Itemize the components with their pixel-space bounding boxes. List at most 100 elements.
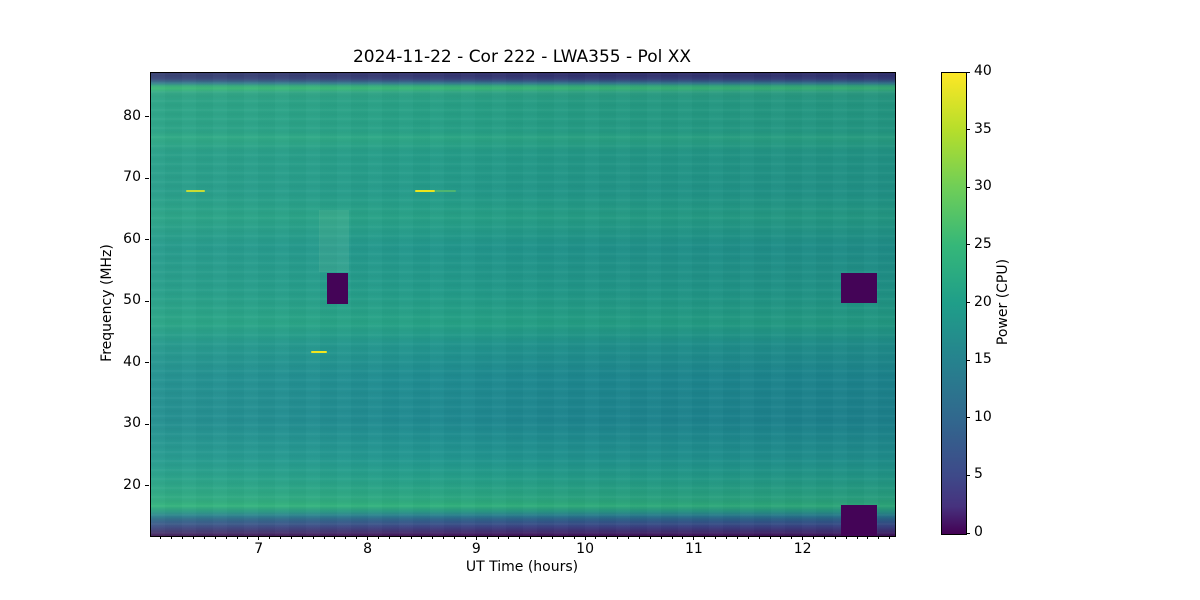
x-minor-tick xyxy=(345,536,347,539)
rfi-burst-line xyxy=(310,351,328,354)
x-tick-label: 12 xyxy=(793,541,812,557)
x-minor-tick xyxy=(280,536,282,539)
plot-title: 2024-11-22 - Cor 222 - LWA355 - Pol XX xyxy=(352,47,692,67)
x-minor-tick xyxy=(823,536,825,539)
x-minor-tick xyxy=(595,536,597,539)
x-tick-label: 9 xyxy=(471,541,481,557)
x-minor-tick xyxy=(530,536,532,539)
x-minor-tick xyxy=(334,536,336,539)
x-major-tick xyxy=(802,536,804,540)
y-major-tick xyxy=(145,423,149,425)
y-axis-label: Frequency (MHz) xyxy=(99,244,115,362)
colorbar-tick-label: 40 xyxy=(974,63,992,79)
x-minor-tick xyxy=(160,536,162,539)
x-minor-tick xyxy=(606,536,608,539)
x-minor-tick xyxy=(486,536,488,539)
colorbar-tick xyxy=(966,186,970,188)
colorbar-tick xyxy=(966,359,970,361)
x-minor-tick xyxy=(454,536,456,539)
x-minor-tick xyxy=(715,536,717,539)
x-minor-tick xyxy=(867,536,869,539)
flagged-region xyxy=(840,273,877,303)
flagged-region xyxy=(327,273,348,305)
x-minor-tick xyxy=(519,536,521,539)
x-minor-tick xyxy=(889,536,891,539)
x-minor-tick xyxy=(878,536,880,539)
rfi-burst-line xyxy=(185,190,206,193)
x-minor-tick xyxy=(660,536,662,539)
x-minor-tick xyxy=(541,536,543,539)
colorbar xyxy=(941,72,967,535)
x-minor-tick xyxy=(432,536,434,539)
y-tick-label: 30 xyxy=(123,415,141,432)
colorbar-tick-label: 20 xyxy=(974,293,992,310)
x-minor-tick xyxy=(638,536,640,539)
x-minor-tick xyxy=(758,536,760,539)
spectrogram-plot xyxy=(150,72,896,537)
y-major-tick xyxy=(145,177,149,179)
x-minor-tick xyxy=(171,536,173,539)
x-minor-tick xyxy=(573,536,575,539)
x-minor-tick xyxy=(813,536,814,539)
x-minor-tick xyxy=(508,536,510,539)
colorbar-tick xyxy=(966,474,970,476)
x-minor-tick xyxy=(769,536,771,539)
bright-column xyxy=(318,210,349,272)
y-tick-label: 20 xyxy=(123,476,141,493)
colorbar-tick-label: 30 xyxy=(974,178,992,195)
colorbar-tick-label: 5 xyxy=(974,466,983,483)
rfi-burst-line xyxy=(434,190,456,193)
colorbar-tick xyxy=(966,302,970,303)
x-tick-label: 7 xyxy=(254,541,264,557)
x-minor-tick xyxy=(628,536,630,539)
x-minor-tick xyxy=(747,536,749,539)
x-minor-tick xyxy=(671,536,673,539)
x-minor-tick xyxy=(617,536,619,539)
spectrogram-heatmap xyxy=(151,73,895,536)
rfi-burst-line xyxy=(415,190,435,193)
x-minor-tick xyxy=(780,536,782,539)
x-major-tick xyxy=(584,536,586,540)
x-minor-tick xyxy=(421,536,423,539)
colorbar-tick xyxy=(966,244,970,246)
x-minor-tick xyxy=(388,536,390,539)
colorbar-tick-label: 25 xyxy=(974,235,992,252)
x-minor-tick xyxy=(736,536,738,539)
x-tick-label: 8 xyxy=(363,541,372,557)
x-minor-tick xyxy=(377,536,379,539)
x-minor-tick xyxy=(312,536,314,539)
x-minor-tick xyxy=(551,536,553,539)
y-tick-label: 80 xyxy=(123,107,141,124)
x-minor-tick xyxy=(323,536,325,539)
y-major-tick xyxy=(145,485,149,487)
y-major-tick xyxy=(145,116,149,118)
x-minor-tick xyxy=(791,536,793,539)
x-minor-tick xyxy=(182,536,184,539)
y-major-tick xyxy=(145,362,149,364)
y-tick-label: 60 xyxy=(123,230,141,247)
x-minor-tick xyxy=(193,536,194,539)
y-tick-label: 70 xyxy=(123,169,141,186)
x-minor-tick xyxy=(356,536,358,539)
y-tick-label: 40 xyxy=(123,353,141,370)
x-minor-tick xyxy=(236,536,238,539)
x-minor-tick xyxy=(399,536,401,539)
x-minor-tick xyxy=(497,536,499,539)
x-major-tick xyxy=(367,536,369,540)
x-minor-tick xyxy=(725,536,727,539)
y-tick-label: 50 xyxy=(123,292,141,309)
x-axis-label: UT Time (hours) xyxy=(465,559,579,575)
x-minor-tick xyxy=(682,536,684,539)
x-minor-tick xyxy=(269,536,271,539)
x-minor-tick xyxy=(704,536,706,539)
y-major-tick xyxy=(145,239,149,241)
colorbar-tick-label: 0 xyxy=(974,524,983,540)
y-major-tick xyxy=(145,300,149,302)
x-minor-tick xyxy=(301,536,303,539)
x-minor-tick xyxy=(214,536,216,539)
x-minor-tick xyxy=(247,536,249,539)
flagged-region xyxy=(840,505,877,536)
x-minor-tick xyxy=(562,536,564,539)
x-minor-tick xyxy=(464,536,466,539)
